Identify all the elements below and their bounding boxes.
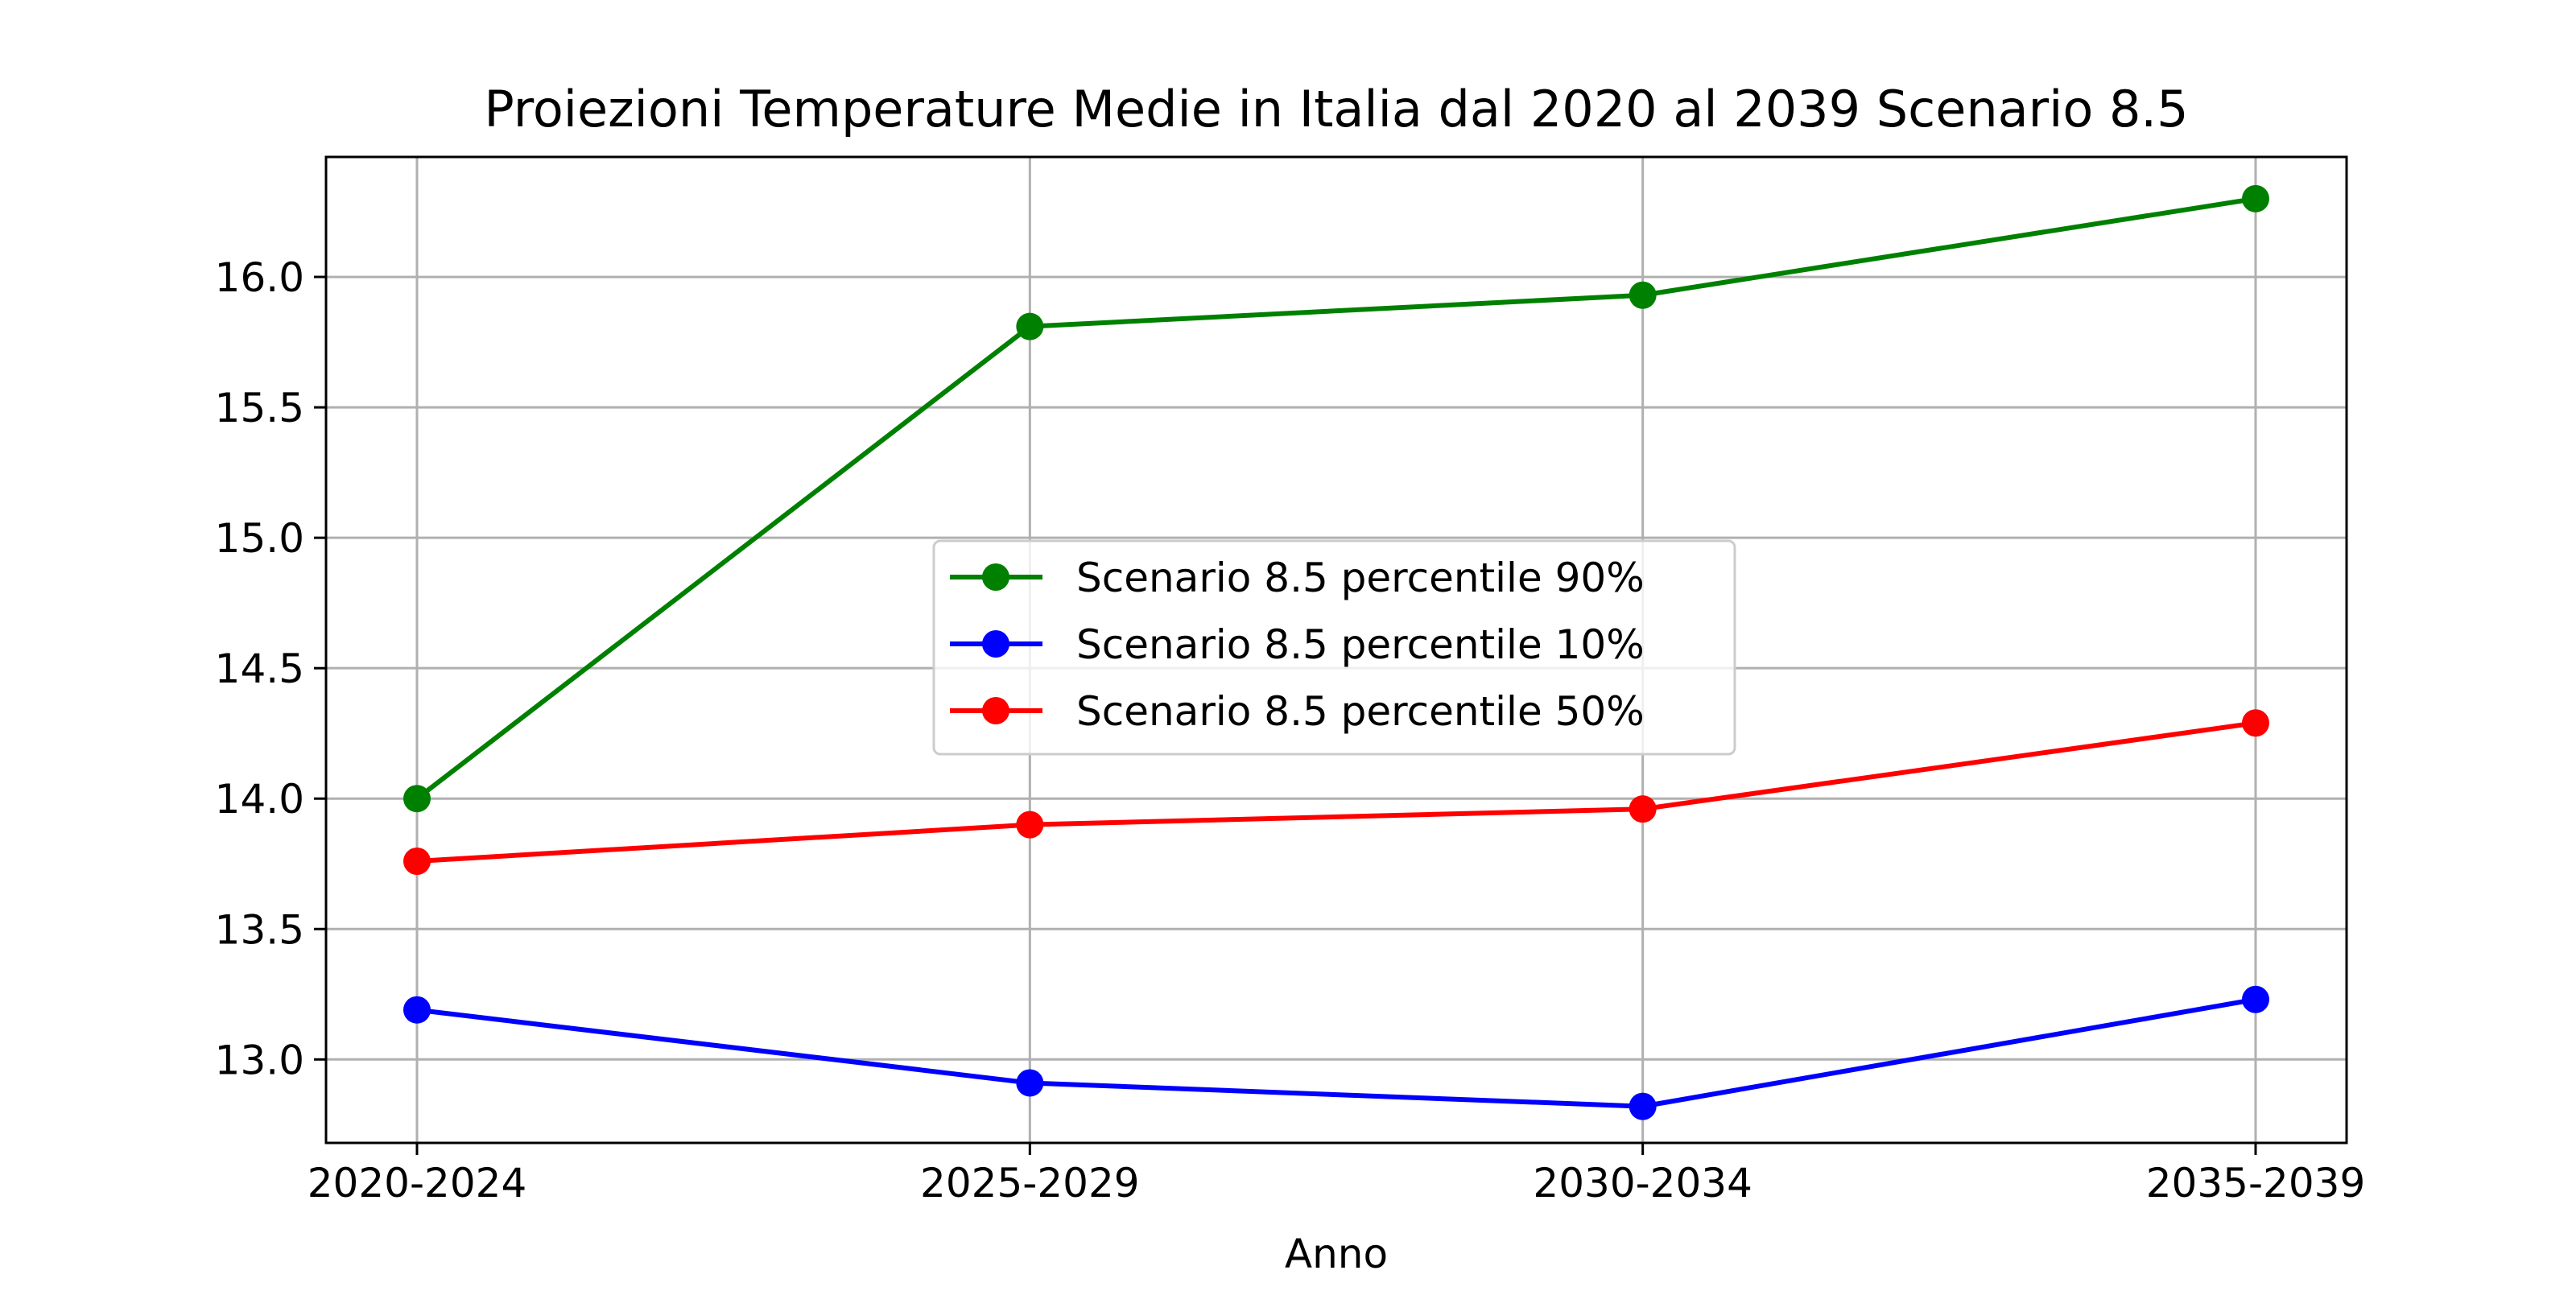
legend-label: Scenario 8.5 percentile 90% — [1076, 555, 1645, 601]
data-point — [1629, 795, 1657, 823]
x-axis: 2020-2024 2025-2029 2030-2034 2035-2039 — [308, 1143, 2366, 1206]
series-line — [416, 720, 2256, 864]
chart-title: Proiezioni Temperature Medie in Italia d… — [484, 80, 2188, 138]
legend-box — [932, 539, 1736, 756]
legend-label: Scenario 8.5 percentile 50% — [1076, 688, 1645, 735]
legend-item: Scenario 8.5 percentile 90% — [950, 555, 1645, 601]
series-line — [416, 996, 2256, 1109]
series-0 — [403, 184, 2269, 813]
y-tick-label: 14.0 — [215, 776, 304, 823]
x-tick-label: 2030-2034 — [1533, 1160, 1752, 1206]
y-tick-label: 15.5 — [215, 385, 304, 431]
y-tick-label: 13.0 — [215, 1037, 304, 1083]
data-point — [2242, 709, 2269, 737]
x-tick-label: 2035-2039 — [2146, 1160, 2366, 1206]
series-layer — [403, 184, 2269, 1120]
data-point — [1016, 1069, 1044, 1097]
data-point — [403, 996, 431, 1024]
plot-frame — [324, 155, 2348, 1145]
legend-item: Scenario 8.5 percentile 50% — [950, 688, 1645, 735]
legend-swatch-marker — [982, 563, 1009, 591]
grid-layer — [326, 157, 2347, 1143]
y-tick-label: 16.0 — [215, 254, 304, 301]
data-point — [403, 785, 431, 813]
data-point — [2242, 985, 2269, 1013]
series-line — [415, 196, 2256, 801]
series-2 — [403, 709, 2269, 875]
legend-label: Scenario 8.5 percentile 10% — [1076, 621, 1645, 668]
y-axis: 13.0 13.5 14.0 14.5 15.0 15.5 16.0 — [215, 254, 326, 1083]
x-tick-label: 2020-2024 — [308, 1160, 527, 1206]
legend-swatch-marker — [982, 630, 1009, 658]
series-1 — [403, 985, 2269, 1120]
y-tick-label: 14.5 — [215, 646, 304, 692]
x-axis-label: Anno — [1285, 1231, 1388, 1277]
y-tick-label: 15.0 — [215, 515, 304, 562]
y-tick-label: 13.5 — [215, 906, 304, 953]
data-point — [403, 848, 431, 875]
legend-item: Scenario 8.5 percentile 10% — [950, 621, 1645, 668]
legend: Scenario 8.5 percentile 90% Scenario 8.5 … — [932, 539, 1736, 756]
data-point — [2242, 184, 2269, 212]
data-point — [1629, 281, 1657, 309]
data-point — [1629, 1092, 1657, 1120]
data-point — [1016, 312, 1044, 340]
data-point — [1016, 810, 1044, 839]
x-tick-label: 2025-2029 — [920, 1160, 1140, 1206]
legend-swatch-marker — [982, 697, 1009, 724]
